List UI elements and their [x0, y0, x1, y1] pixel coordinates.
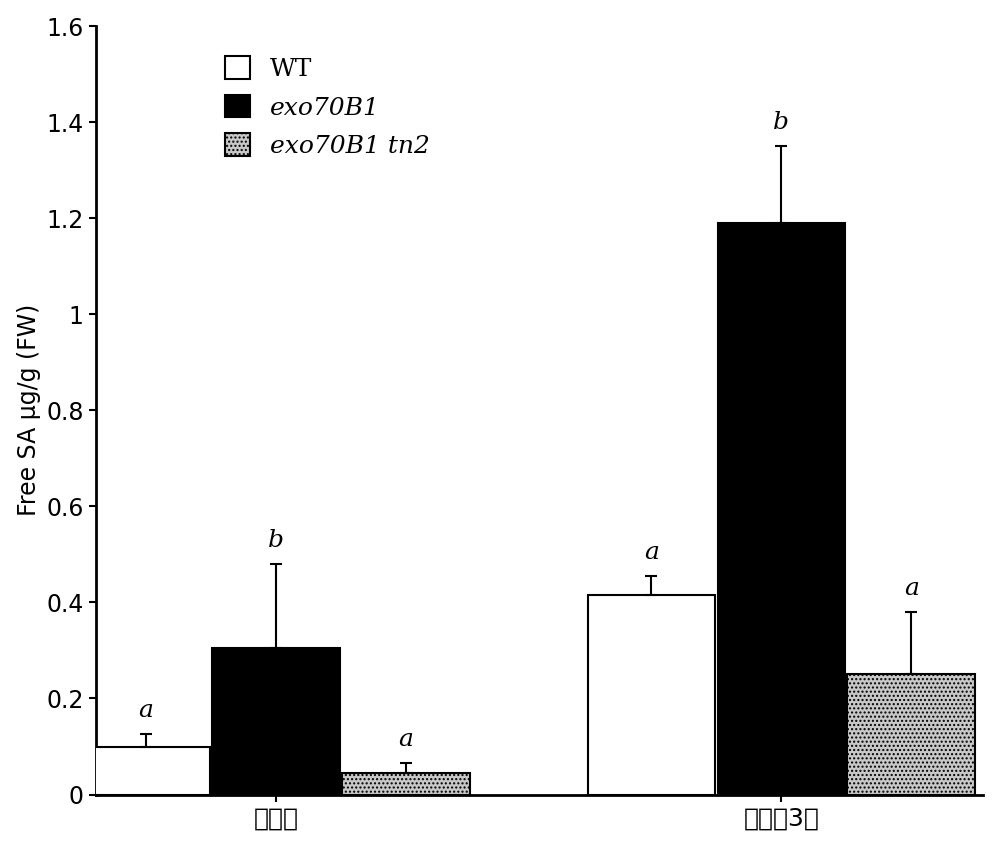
Bar [212, 648, 340, 794]
Y-axis label: Free SA μg/g (FW): Free SA μg/g (FW) [17, 304, 41, 517]
Text: a: a [644, 541, 659, 564]
Bar [82, 746, 210, 794]
Bar [342, 773, 470, 794]
Bar [718, 223, 845, 794]
Text: a: a [398, 728, 413, 751]
Text: b: b [268, 529, 284, 552]
Text: a: a [139, 700, 153, 722]
Bar [847, 674, 975, 794]
Text: a: a [904, 577, 919, 600]
Legend: WT, exo70B1, exo70B1 tn2: WT, exo70B1, exo70B1 tn2 [215, 47, 439, 168]
Bar [588, 595, 715, 794]
Text: b: b [773, 111, 789, 134]
